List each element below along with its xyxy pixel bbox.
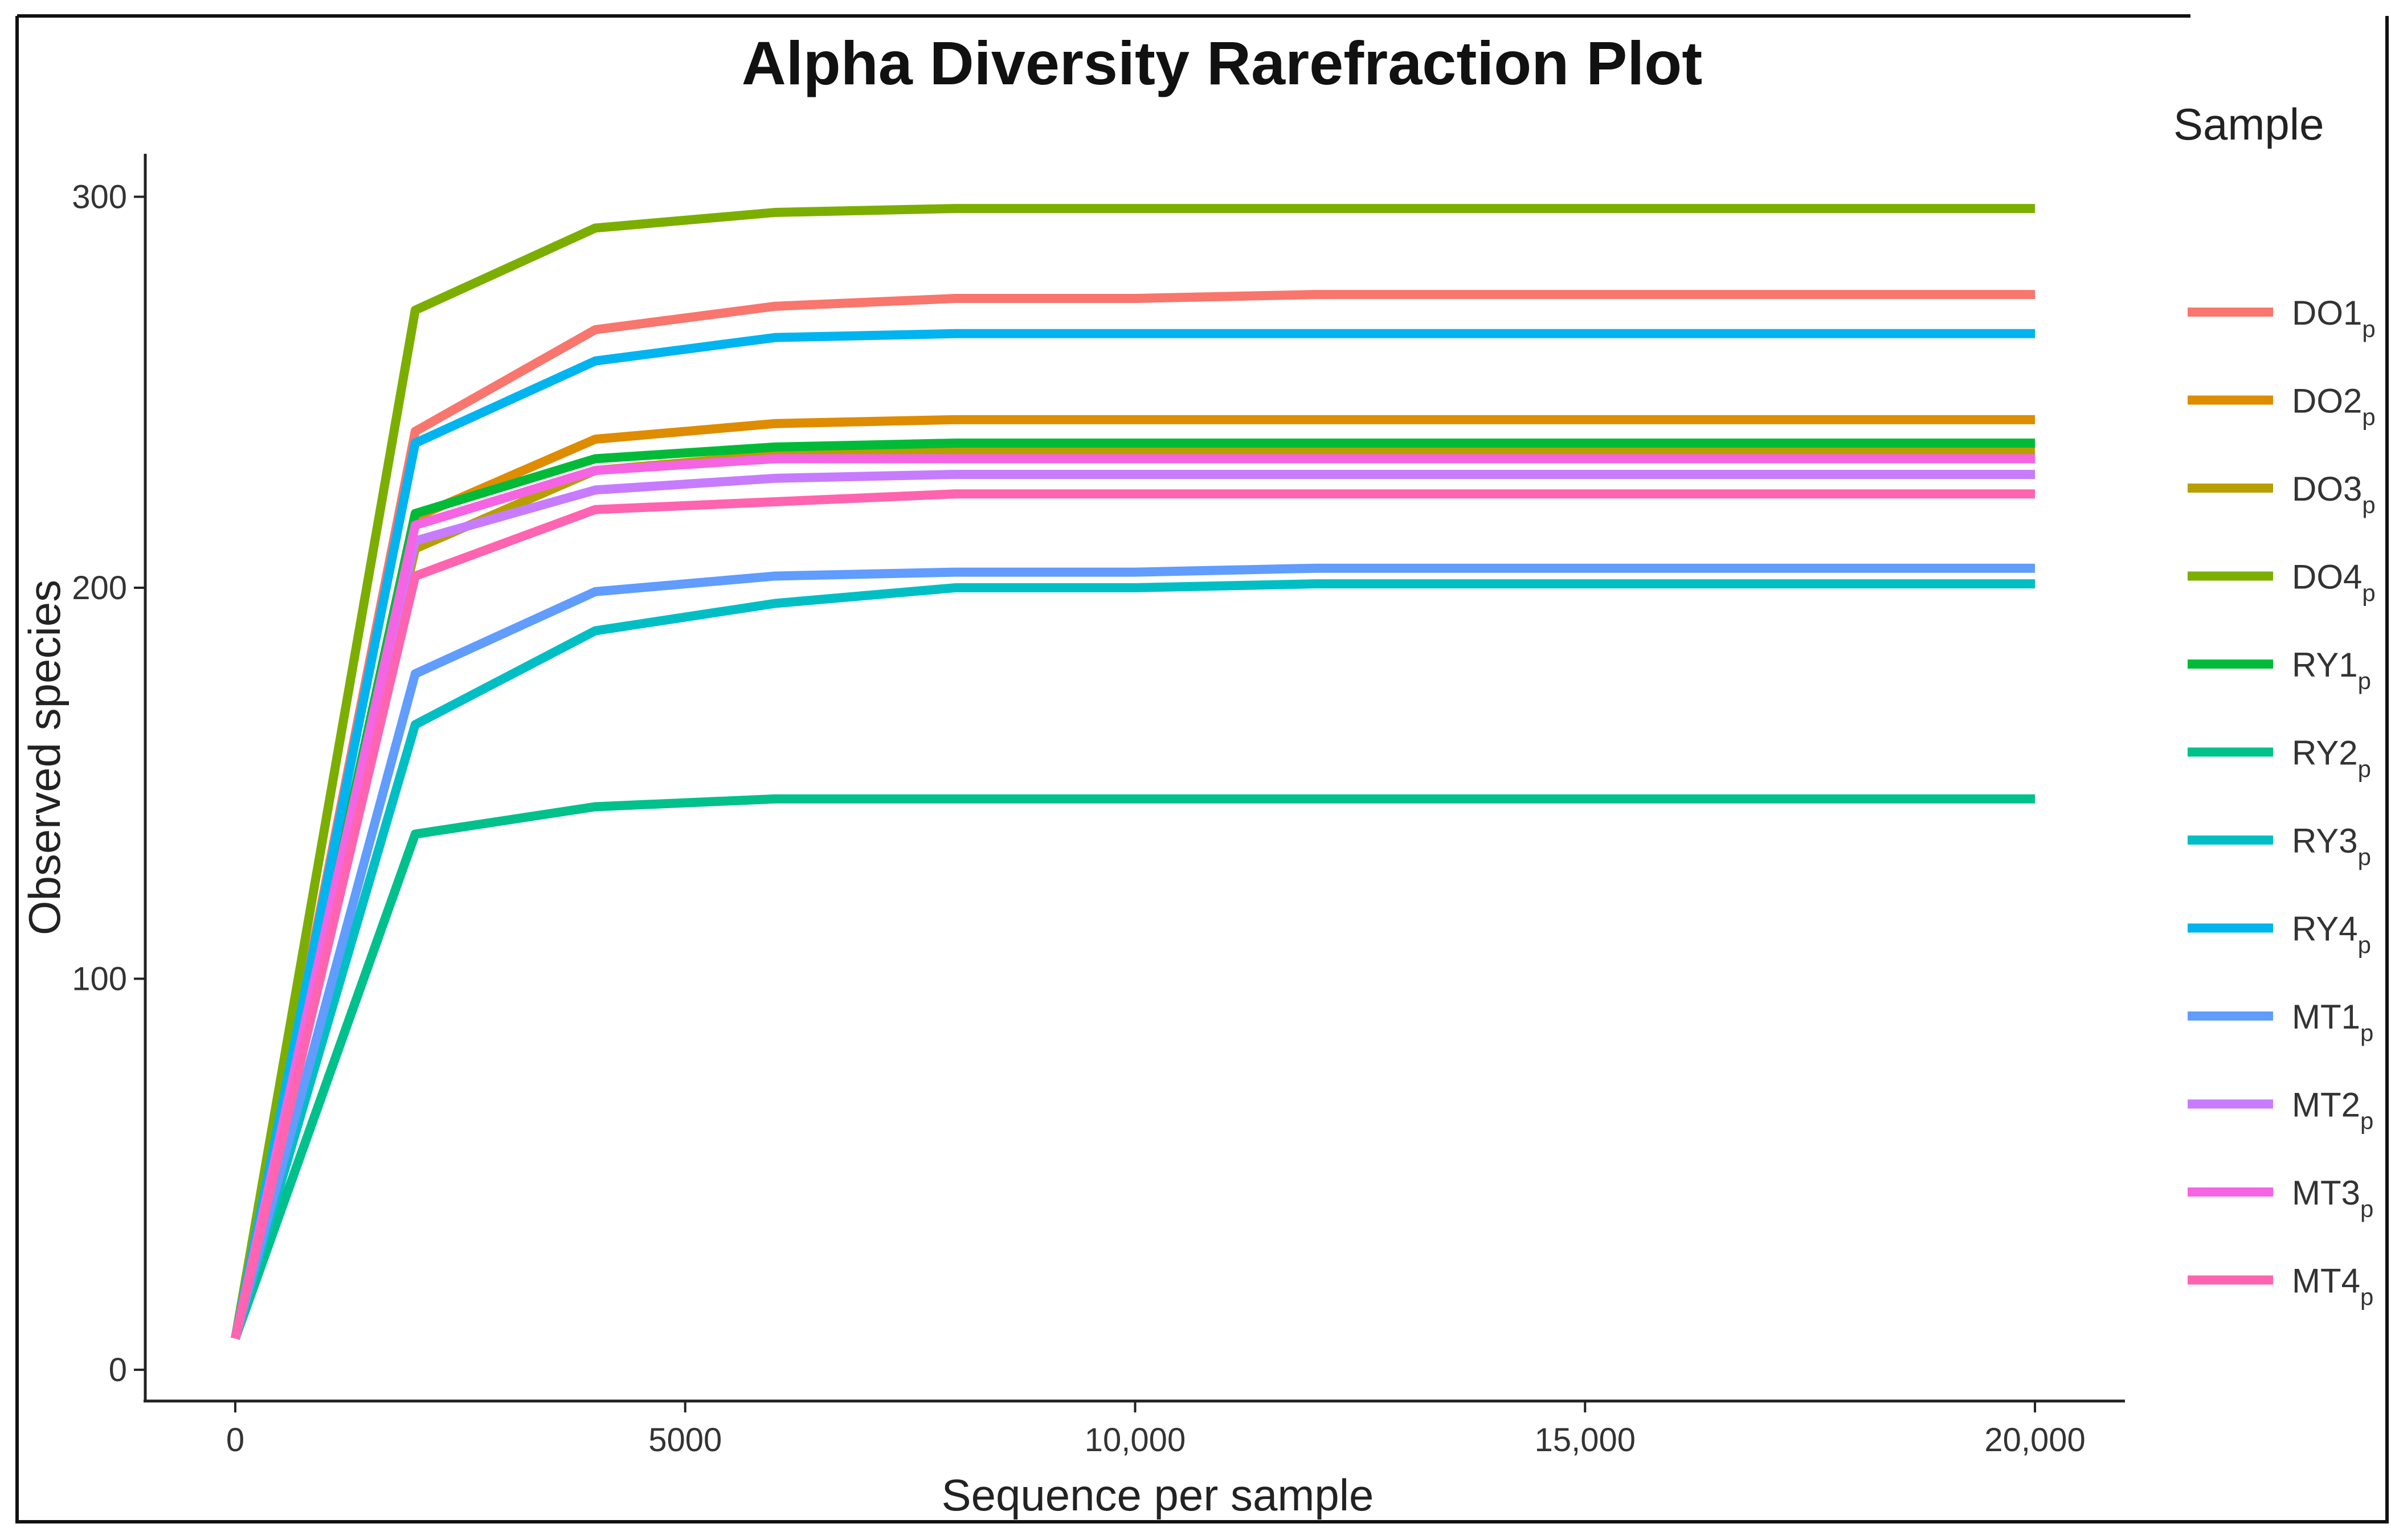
series-line-do1 (231, 290, 2036, 1340)
legend-label: RY4p (2292, 910, 2371, 959)
x-tick-label: 0 (226, 1422, 244, 1459)
series-line-ry4 (231, 329, 2036, 1340)
series-line-do2 (231, 415, 2036, 1340)
y-tick-label: 0 (109, 1351, 127, 1389)
legend-item-do3: DO3p (2188, 470, 2376, 518)
chart-title: Alpha Diversity Rarefraction Plot (742, 28, 1702, 97)
legend-item-do4: DO4p (2188, 558, 2376, 607)
axis-ticks: 0 5000 10,000 15,000 20,000 0 100 200 300 (72, 179, 2086, 1459)
legend-item-ry2: RY2p (2188, 734, 2371, 783)
y-tick-label: 300 (72, 179, 127, 216)
y-tick-label: 200 (72, 570, 127, 607)
legend-label: RY2p (2292, 734, 2371, 783)
legend-label: MT2p (2292, 1086, 2373, 1134)
x-tick-label: 10,000 (1085, 1422, 1186, 1459)
legend-label: DO4p (2292, 558, 2376, 607)
legend-label: DO3p (2292, 470, 2376, 518)
x-axis-title: Sequence per sample (942, 1470, 1374, 1520)
legend: Sample DO1p DO2p DO3p DO4p RY1p RY2p RY3p RY4p M… (2173, 99, 2376, 1310)
series-lines (231, 204, 2036, 1340)
legend-item-mt2: MT2p (2188, 1086, 2373, 1134)
legend-item-mt4: MT4p (2188, 1262, 2373, 1310)
plot-axes (144, 154, 2125, 1403)
legend-item-mt3: MT3p (2188, 1174, 2373, 1222)
series-line-mt3 (231, 454, 2036, 1340)
legend-item-ry4: RY4p (2188, 910, 2371, 959)
legend-item-do1: DO1p (2188, 294, 2376, 342)
series-line-mt4 (231, 489, 2036, 1340)
series-line-mt1 (231, 563, 2036, 1340)
legend-label: RY3p (2292, 822, 2371, 870)
y-tick-label: 100 (72, 961, 127, 998)
series-line-do3 (231, 446, 2036, 1340)
x-tick-label: 20,000 (1984, 1422, 2085, 1459)
legend-label: MT1p (2292, 998, 2373, 1046)
x-tick-label: 15,000 (1535, 1422, 1636, 1459)
legend-label: DO2p (2292, 382, 2376, 431)
series-line-ry2 (231, 794, 2036, 1340)
legend-items: DO1p DO2p DO3p DO4p RY1p RY2p RY3p RY4p MT1p MT2p… (2188, 294, 2376, 1310)
legend-title: Sample (2173, 99, 2324, 149)
legend-item-mt1: MT1p (2188, 998, 2373, 1046)
series-line-mt2 (231, 469, 2036, 1340)
legend-label: MT3p (2292, 1174, 2373, 1222)
legend-label: DO1p (2292, 294, 2376, 342)
legend-item-ry3: RY3p (2188, 822, 2371, 870)
legend-label: RY1p (2292, 646, 2371, 694)
series-line-ry3 (231, 579, 2036, 1340)
series-line-ry1 (231, 439, 2036, 1340)
figure-frame (15, 14, 2389, 1523)
legend-item-ry1: RY1p (2188, 646, 2371, 694)
legend-label: MT4p (2292, 1262, 2373, 1310)
y-axis-title: Observed species (19, 580, 70, 935)
legend-item-do2: DO2p (2188, 382, 2376, 431)
x-tick-label: 5000 (648, 1422, 722, 1459)
series-line-do4 (231, 204, 2036, 1340)
